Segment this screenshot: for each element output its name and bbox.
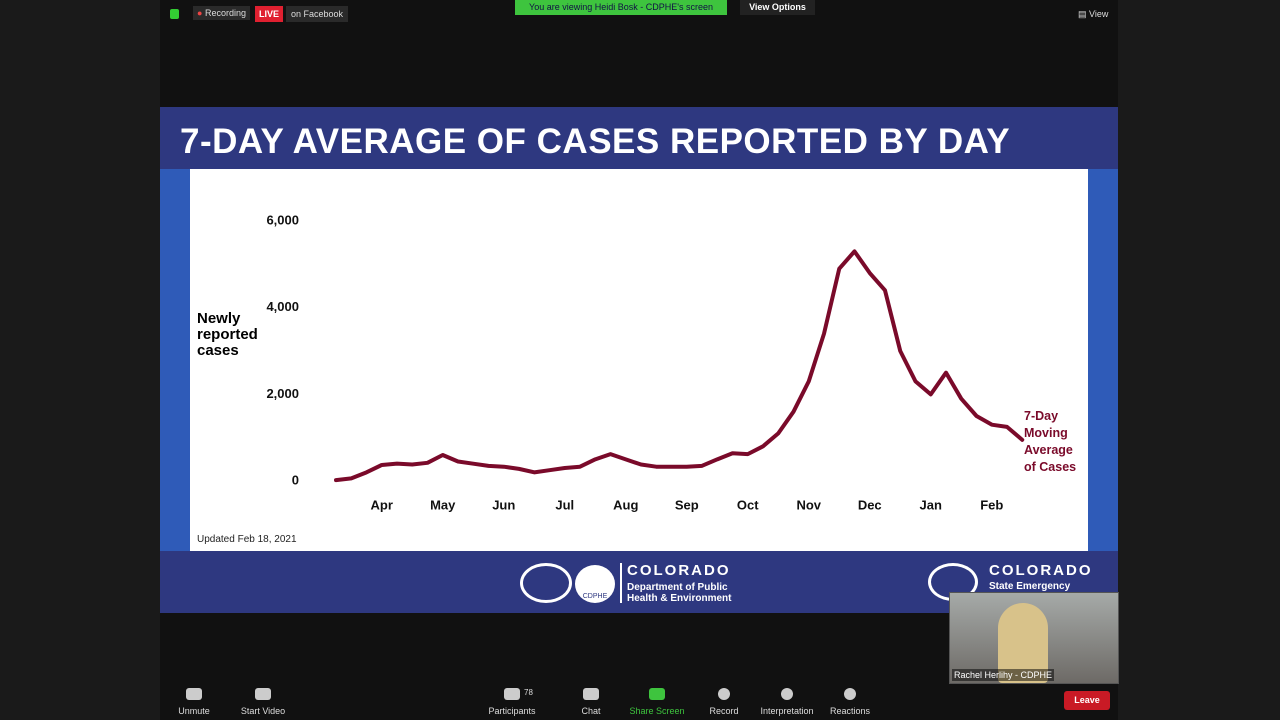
recording-text: Recording xyxy=(204,8,246,18)
y-tick-label: 6,000 xyxy=(266,212,299,227)
x-tick-label: Aug xyxy=(613,497,638,512)
participants-label: Participants xyxy=(488,706,536,716)
participants-button[interactable]: Participants xyxy=(472,688,552,716)
start-video-button[interactable]: Start Video xyxy=(223,688,303,716)
record-label: Record xyxy=(709,706,739,716)
colorado-logo xyxy=(520,563,572,603)
emergency-dept: State Emergency xyxy=(989,581,1071,592)
participant-name: Rachel Herlihy - CDPHE xyxy=(952,669,1055,681)
x-tick-label: Jun xyxy=(492,497,515,512)
x-tick-label: Jan xyxy=(920,497,942,512)
x-tick-label: Nov xyxy=(796,497,821,512)
reactions-button[interactable]: Reactions xyxy=(810,688,890,716)
y-tick-label: 4,000 xyxy=(266,299,299,314)
chart-note: Updated Feb 18, 2021 xyxy=(197,534,297,545)
leave-button[interactable]: Leave xyxy=(1064,691,1110,710)
share-screen-label: Share Screen xyxy=(629,706,685,716)
participant-count: 78 xyxy=(524,688,533,697)
record-button[interactable]: Record xyxy=(684,688,764,716)
chart: 0 2,000 4,000 6,000 Apr May Jun Jul Aug Sep Oct Nov… xyxy=(190,169,1088,551)
x-tick-label: Sep xyxy=(675,497,699,512)
x-tick-label: May xyxy=(430,497,456,512)
cdphe-name: COLORADO xyxy=(627,562,731,579)
view-options[interactable]: View Options xyxy=(740,0,815,15)
cdphe-badge: CDPHE xyxy=(575,565,615,603)
x-tick-label: Oct xyxy=(737,497,759,512)
view-button[interactable]: ▤ View xyxy=(1078,9,1109,19)
cdphe-dept: Department of Public Health & Environmen… xyxy=(627,582,732,604)
viewing-banner: You are viewing Heidi Bosk - CDPHE's scr… xyxy=(515,0,727,15)
start-video-label: Start Video xyxy=(240,706,286,716)
y-tick-label: 2,000 xyxy=(266,386,299,401)
live-badge: LIVE xyxy=(255,6,284,22)
emergency-name: COLORADO xyxy=(989,562,1093,579)
unmute-button[interactable]: Unmute xyxy=(154,688,234,716)
security-icon[interactable] xyxy=(170,9,179,19)
y-axis-label: Newly reported cases xyxy=(197,310,258,359)
interpretation-label: Interpretation xyxy=(760,706,814,716)
chat-label: Chat xyxy=(581,706,601,716)
y-tick-label: 0 xyxy=(292,472,299,487)
video-tile[interactable]: Rachel Herlihy - CDPHE xyxy=(949,592,1119,684)
divider xyxy=(620,563,622,603)
unmute-label: Unmute xyxy=(178,706,210,716)
series-line xyxy=(334,249,1025,483)
share-screen-button[interactable]: Share Screen xyxy=(617,688,697,716)
x-tick-label: Jul xyxy=(555,497,574,512)
x-tick-label: Feb xyxy=(980,497,1003,512)
view-text: View xyxy=(1089,9,1109,19)
x-tick-label: Dec xyxy=(858,497,882,512)
interpretation-button[interactable]: Interpretation xyxy=(747,688,827,716)
chat-button[interactable]: Chat xyxy=(551,688,631,716)
series-annotation: 7-Day Moving Average of Cases xyxy=(1024,409,1077,474)
slide-title: 7-DAY AVERAGE OF CASES REPORTED BY DAY xyxy=(180,122,1011,161)
x-tick-label: Apr xyxy=(371,497,393,512)
reactions-label: Reactions xyxy=(829,706,871,716)
chart-background xyxy=(190,169,1088,551)
live-target[interactable]: on Facebook xyxy=(286,6,349,22)
recording-indicator[interactable]: ● Recording xyxy=(193,6,250,20)
